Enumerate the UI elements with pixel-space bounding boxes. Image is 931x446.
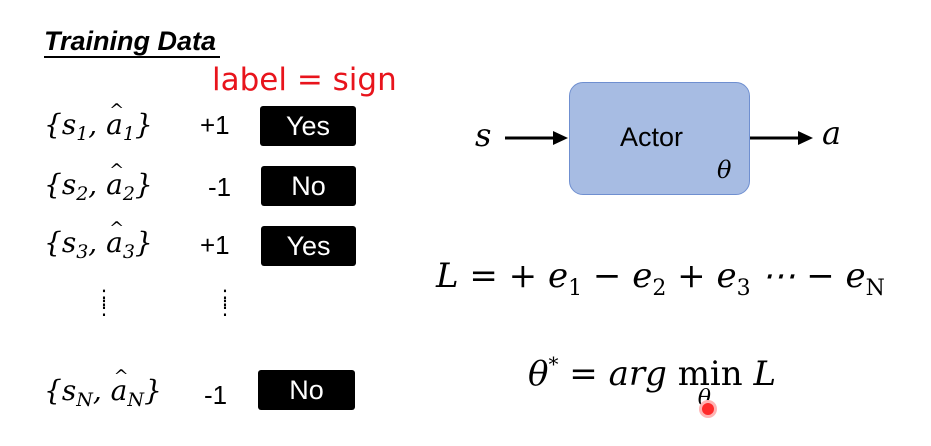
input-arrow	[505, 131, 568, 145]
loss-equation: L = + e1 − e2 + e3 ⋯ − eN	[436, 256, 885, 301]
state-action-pair-3: {s3, a3}	[44, 212, 153, 269]
label-sign-note: label = sign	[212, 62, 397, 98]
sign-value-2: -1	[208, 172, 232, 202]
optimization-equation: θ* = arg min θ L	[528, 352, 777, 411]
sign-value-1: +1	[200, 110, 230, 140]
input-state-label: s	[475, 116, 492, 154]
label-tag-n: No	[258, 370, 355, 410]
pointer-dot	[702, 403, 714, 415]
training-data-heading: Training Data	[44, 26, 221, 58]
state-action-pair-n: {sN, aN}	[44, 360, 162, 417]
actor-box	[569, 82, 750, 195]
vertical-ellipsis-signs: ⋮ ⋮	[215, 285, 235, 319]
actor-label: Actor	[620, 122, 684, 152]
vertical-ellipsis-pairs: ⋮ ⋮	[94, 285, 114, 319]
output-action-label: a	[822, 114, 842, 152]
output-arrow	[750, 131, 813, 145]
label-tag-2: No	[261, 166, 356, 206]
sign-value-3: +1	[200, 230, 230, 260]
label-tag-1: Yes	[260, 106, 356, 146]
state-action-pair-2: {s2, a2}	[44, 154, 153, 211]
state-action-pair-1: {s1, a1}	[44, 94, 153, 151]
actor-parameter-theta: θ	[717, 156, 732, 184]
label-tag-3: Yes	[261, 226, 356, 266]
sign-value-n: -1	[204, 380, 228, 410]
